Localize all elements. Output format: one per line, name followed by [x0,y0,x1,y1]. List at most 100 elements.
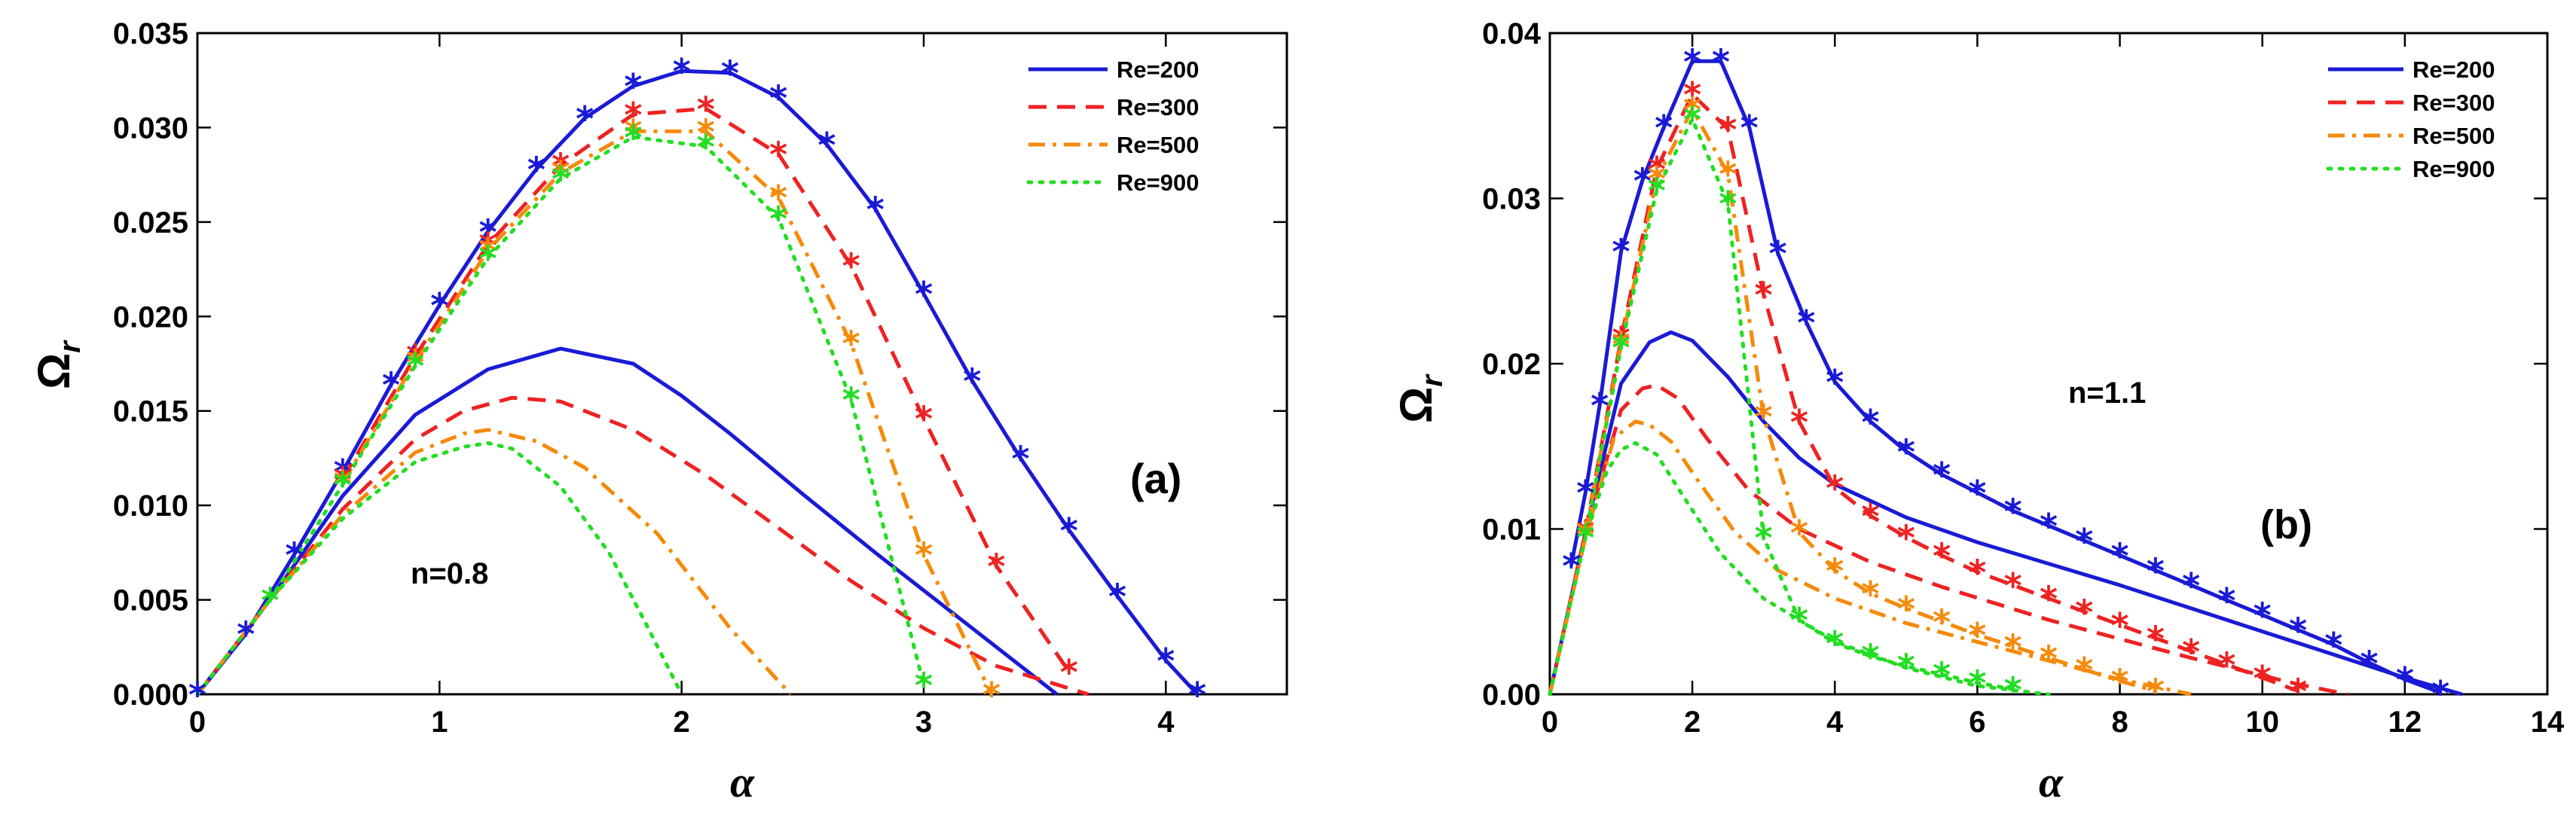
y-tick-label-a: 0.035 [113,17,188,50]
star-marker-b-1: * [2075,592,2093,633]
star-marker-a-1: * [479,225,497,266]
star-marker-a-0: * [527,150,545,191]
star-marker-b-0: * [1933,455,1951,495]
star-marker-b-0: * [1591,386,1609,426]
star-marker-a-0: * [1060,511,1078,551]
star-marker-b-2: * [1826,550,1844,591]
x-axis-label-b: α [2039,758,2064,806]
y-axis-label-sub-b: r [1416,373,1449,387]
y-tick-label-b: 0.02 [1482,348,1541,381]
series-star-curve-b-1 [1583,92,2299,693]
legend-label-b-0: Re=200 [2413,56,2495,83]
x-tick-label-b: 8 [2111,706,2128,739]
ticks-b: 0 2 4 6 8 10 12 14 0.00 0.01 0.02 0.03 0.04 [1482,17,2565,739]
star-marker-b-1: * [1719,109,1737,150]
star-marker-b-1: * [2040,579,2058,620]
star-marker-a-3: * [697,127,715,168]
star-marker-b-0: * [1897,431,1915,472]
x-tick-label-b: 4 [1826,706,1844,739]
star-marker-a-1: * [334,459,352,500]
star-marker-b-1: * [2147,618,2165,659]
y-tick-label-a: 0.030 [113,111,188,145]
star-marker-b-0: * [1826,362,1844,403]
star-marker-b-1: * [2004,566,2022,606]
x-tick-label-a: 4 [1157,706,1175,739]
star-marker-a-1: * [552,146,570,187]
star-marker-b-0: * [2431,673,2449,714]
legend-label-b-1: Re=300 [2413,90,2495,116]
star-marker-b-0: * [1740,108,1759,148]
star-marker-a-0: * [188,675,206,715]
star-marker-a-0: * [721,53,739,94]
star-marker-b-2: * [2111,661,2129,702]
star-marker-a-0: * [1188,675,1206,715]
chart-panel-a: 0 1 2 3 4 0.000 0.005 0.010 0.015 0.020 0.025 0.030… [29,17,1288,806]
y-axis-label-main-b: Ω [1391,387,1441,423]
series-curve-b-0 [1548,330,2463,697]
curves-a [195,69,1199,697]
star-marker-b-1: * [2254,658,2272,699]
star-marker-a-0: * [334,452,352,492]
x-axis-label-a: α [730,758,755,806]
panel-label-b: (b) [2260,502,2312,547]
star-marker-b-0: * [2075,521,2093,562]
star-marker-b-1: * [2217,645,2235,685]
star-marker-b-3: * [1719,184,1737,224]
star-marker-a-0: * [1157,641,1175,681]
star-marker-a-1: * [1060,652,1078,693]
star-marker-b-0: * [1562,546,1580,587]
star-marker-b-2: * [1933,602,1951,642]
stars-a: ********** * **************** *********** **… [188,51,1206,715]
plot-frame-a [196,32,1288,696]
star-marker-b-2: * [1897,589,1915,630]
star-marker-a-2: * [406,342,424,383]
series-curve-b-3 [1548,441,2051,697]
x-tick-label-a: 2 [674,706,690,739]
star-marker-b-0: * [1633,160,1652,201]
y-axis-label-main-a: Ω [29,353,79,389]
star-marker-b-1: * [1862,496,1880,537]
star-marker-b-2: * [2075,650,2093,691]
star-marker-a-0: * [1012,438,1030,479]
star-marker-a-1: * [697,89,715,130]
star-marker-b-0: * [1612,232,1630,273]
star-marker-a-3: * [552,159,570,200]
star-marker-b-0: * [2254,596,2272,636]
y-tick-label-a: 0.010 [113,489,188,523]
star-marker-b-1: * [1968,553,1986,593]
star-marker-a-2: * [842,323,860,364]
y-tick-label-a: 0.025 [113,206,188,239]
star-marker-b-2: * [1790,513,1808,553]
star-marker-b-2: * [1862,574,1880,614]
star-marker-b-1: * [1933,536,1951,577]
star-marker-a-0: * [382,365,400,406]
legend-b: Re=200 Re=300 Re=500 Re=900 [2326,56,2495,182]
star-marker-a-0: * [963,361,981,402]
x-tick-label-b: 0 [1542,706,1558,739]
star-marker-a-2: * [769,178,787,218]
star-marker-b-0: * [1769,233,1787,274]
star-marker-b-2: * [1755,397,1773,437]
series-star-curve-a-2 [341,129,994,696]
star-marker-a-1: * [842,246,860,287]
star-marker-b-2: * [1683,90,1701,130]
star-marker-a-2: * [982,675,1001,715]
legend-a: Re=200 Re=300 Re=500 Re=900 [1026,56,1199,196]
star-marker-b-3: * [1862,637,1880,678]
star-marker-b-1: * [1897,517,1915,558]
star-marker-b-0: * [2040,506,2058,547]
legend-label-a-0: Re=200 [1117,56,1199,83]
star-marker-a-1: * [624,95,642,136]
star-marker-a-0: * [430,285,448,326]
star-marker-a-2: * [334,463,352,504]
star-marker-b-0: * [2396,660,2414,700]
star-marker-b-0: * [2111,536,2129,577]
star-marker-b-3: * [1826,623,1844,664]
annotation-a: n=0.8 [411,557,488,590]
y-axis-label-sub-a: r [53,340,87,353]
svg-text:Ωr: Ωr [1391,373,1449,423]
y-tick-label-a: 0.020 [113,300,188,334]
chart-panel-b: 0 2 4 6 8 10 12 140.000.010.020.030.04 ******* *… [1391,17,2565,806]
star-marker-b-0: * [2147,550,2165,591]
series-star-curve-b-3 [1583,117,2015,691]
